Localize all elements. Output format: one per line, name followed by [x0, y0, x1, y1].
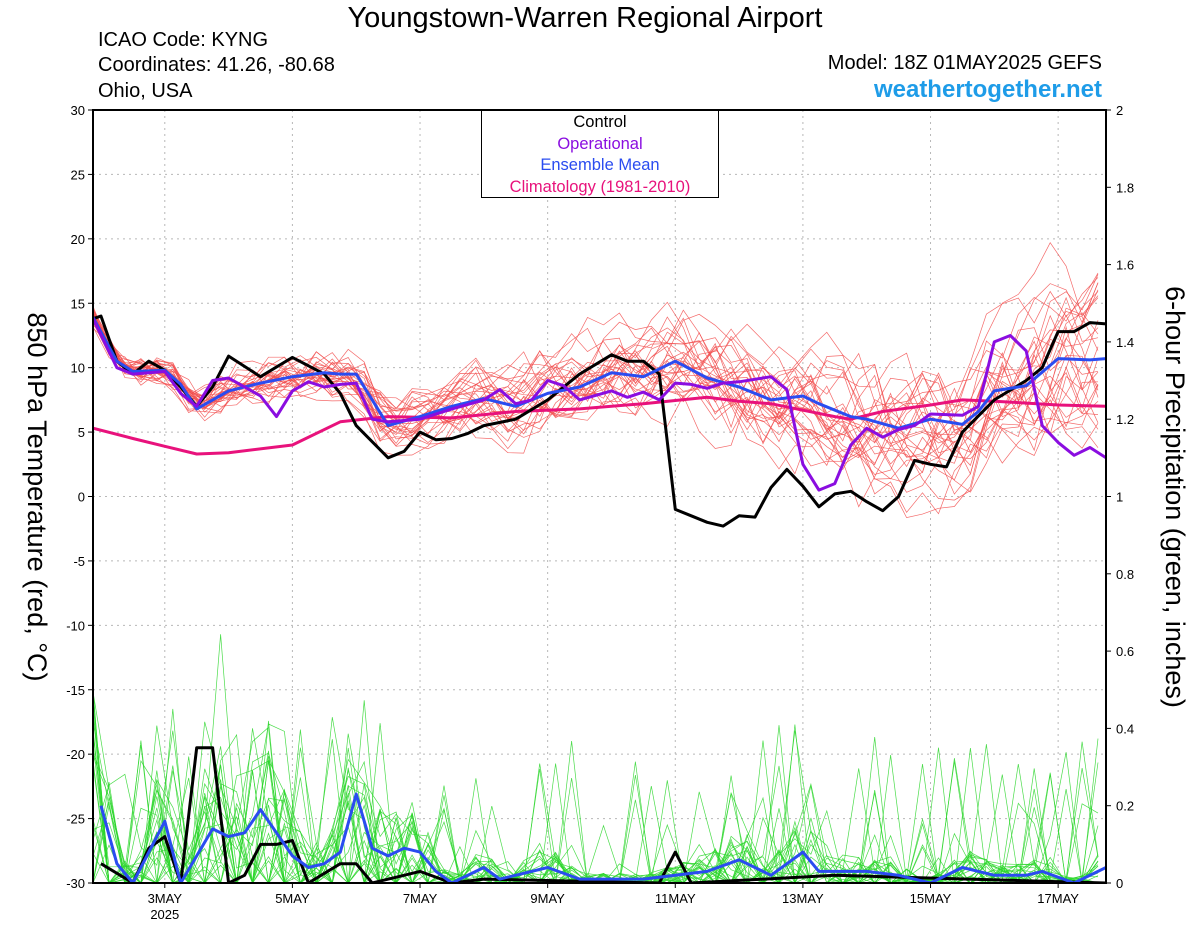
- y-left-tick-label: -25: [66, 812, 85, 827]
- precipitation-member-line: [93, 738, 1099, 883]
- coordinates: Coordinates: 41.26, -80.68: [98, 54, 335, 76]
- legend-ensemble-mean: Ensemble Mean: [540, 156, 660, 174]
- x-tick-label: 3MAY: [148, 891, 183, 906]
- y-left-tick-label: -5: [73, 554, 85, 569]
- precipitation-member-line: [93, 691, 1099, 883]
- y-left-tick-label: -20: [66, 747, 85, 762]
- y-right-tick-label: 1.2: [1116, 412, 1134, 427]
- x-tick-label: 7MAY: [403, 891, 438, 906]
- y-left-tick-label: 20: [71, 232, 85, 247]
- y-left-tick-label: 10: [71, 361, 85, 376]
- temperature-member-line: [93, 308, 1099, 464]
- main-series: [93, 314, 1106, 883]
- ensemble-mean-line: [93, 316, 1106, 430]
- precipitation-member-line: [93, 733, 1099, 883]
- y-right-tick-label: 0.6: [1116, 644, 1134, 659]
- y-left-tick-label: 5: [78, 425, 85, 440]
- temperature-member-line: [93, 308, 1099, 444]
- y-right-tick-label: 0.4: [1116, 721, 1134, 736]
- chart-legend: Control Operational Ensemble Mean Climat…: [481, 110, 719, 198]
- precipitation-member-line: [93, 690, 1099, 883]
- x-tick-label: 5MAY: [275, 891, 310, 906]
- y-right-tick-label: 1.4: [1116, 335, 1134, 350]
- precipitation-member-line: [93, 728, 1099, 883]
- y-right-tick-label: 1: [1116, 490, 1123, 505]
- ensemble-mean-precip-line: [99, 792, 1106, 883]
- precipitation-member-line: [93, 728, 1099, 883]
- x-tick-label: 9MAY: [530, 891, 565, 906]
- y-right-tick-label: 0.8: [1116, 567, 1134, 582]
- y-left-tick-label: -10: [66, 618, 85, 633]
- precipitation-member-line: [93, 729, 1099, 883]
- y-left-tick-label: 15: [71, 296, 85, 311]
- chart-title: Youngstown-Warren Regional Airport: [347, 2, 823, 34]
- temperature-member-line: [93, 282, 1099, 475]
- y-left-tick-label: 30: [71, 103, 85, 118]
- precipitation-member-line: [93, 634, 1099, 883]
- y-right-tick-label: 0.2: [1116, 799, 1134, 814]
- legend-operational: Operational: [557, 134, 643, 153]
- temperature-member-line: [93, 326, 1099, 518]
- precipitation-member-line: [93, 764, 1098, 883]
- control-line: [93, 314, 1106, 528]
- x-tick-label: 17MAY: [1037, 891, 1079, 906]
- temperature-member-line: [93, 277, 1099, 447]
- x-tick-sublabel: 2025: [150, 907, 179, 922]
- y-left-tick-label: -30: [66, 876, 85, 891]
- temperature-member-line: [93, 317, 1099, 452]
- region: Ohio, USA: [98, 80, 193, 102]
- x-tick-label: 15MAY: [910, 891, 952, 906]
- y-left-tick-label: 0: [78, 490, 85, 505]
- temperature-member-line: [93, 309, 1099, 466]
- temperature-member-line: [93, 308, 1099, 465]
- icao-code: ICAO Code: KYNG: [98, 29, 269, 51]
- y-right-tick-label: 2: [1116, 103, 1123, 118]
- ensemble-members: [93, 242, 1099, 883]
- model-run: Model: 18Z 01MAY2025 GEFS: [827, 52, 1102, 74]
- precipitation-member-line: [93, 700, 1099, 883]
- precipitation-member-line: [93, 732, 1099, 883]
- y-right-tick-label: 0: [1116, 876, 1123, 891]
- y-left-tick-label: -15: [66, 683, 85, 698]
- y-left-axis-title: 850 hPa Temperature (red, °C): [22, 313, 52, 682]
- temperature-member-line: [93, 325, 1099, 484]
- climatology-line: [93, 395, 1106, 456]
- legend-control: Control: [573, 113, 627, 131]
- legend-climatology: Climatology (1981-2010): [509, 177, 691, 196]
- temperature-member-line: [93, 295, 1099, 495]
- y-right-axis-title: 6-hour Precipitation (green, inches): [1160, 286, 1190, 708]
- operational-line: [93, 318, 1106, 492]
- y-right-tick-label: 1.6: [1116, 258, 1134, 273]
- y-left-tick-label: 25: [71, 167, 85, 182]
- temperature-member-line: [93, 282, 1099, 444]
- x-tick-label: 11MAY: [655, 891, 696, 906]
- x-tick-label: 13MAY: [782, 891, 824, 906]
- y-right-tick-label: 1.8: [1116, 180, 1134, 195]
- site-name: weathertogether.net: [873, 76, 1102, 103]
- temperature-member-line: [93, 306, 1099, 459]
